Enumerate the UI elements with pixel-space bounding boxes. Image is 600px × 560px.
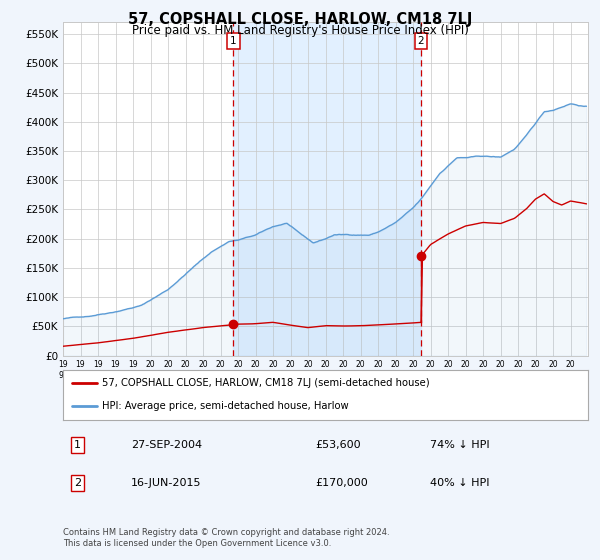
Text: 16-JUN-2015: 16-JUN-2015 bbox=[131, 478, 202, 488]
Text: 74% ↓ HPI: 74% ↓ HPI bbox=[431, 440, 490, 450]
Text: 40% ↓ HPI: 40% ↓ HPI bbox=[431, 478, 490, 488]
Text: 2: 2 bbox=[418, 36, 424, 46]
Text: Price paid vs. HM Land Registry's House Price Index (HPI): Price paid vs. HM Land Registry's House … bbox=[131, 24, 469, 36]
Bar bbox=[233, 22, 421, 356]
Text: £53,600: £53,600 bbox=[315, 440, 361, 450]
Text: £170,000: £170,000 bbox=[315, 478, 368, 488]
Text: 57, COPSHALL CLOSE, HARLOW, CM18 7LJ: 57, COPSHALL CLOSE, HARLOW, CM18 7LJ bbox=[128, 12, 472, 27]
Text: 57, COPSHALL CLOSE, HARLOW, CM18 7LJ (semi-detached house): 57, COPSHALL CLOSE, HARLOW, CM18 7LJ (se… bbox=[103, 378, 430, 388]
Text: 27-SEP-2004: 27-SEP-2004 bbox=[131, 440, 202, 450]
Text: 1: 1 bbox=[74, 440, 81, 450]
Text: 1: 1 bbox=[230, 36, 237, 46]
Text: 2: 2 bbox=[74, 478, 81, 488]
Text: HPI: Average price, semi-detached house, Harlow: HPI: Average price, semi-detached house,… bbox=[103, 402, 349, 412]
Text: Contains HM Land Registry data © Crown copyright and database right 2024.
This d: Contains HM Land Registry data © Crown c… bbox=[63, 528, 389, 548]
